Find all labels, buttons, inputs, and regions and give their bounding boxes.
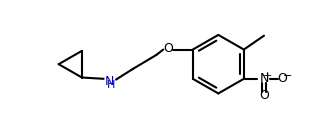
Text: +: + — [263, 71, 272, 81]
Text: O: O — [259, 89, 269, 102]
Text: −: − — [282, 71, 292, 81]
Text: O: O — [163, 42, 173, 55]
Text: N: N — [105, 75, 115, 88]
Text: H: H — [107, 80, 115, 90]
Text: N: N — [259, 72, 269, 85]
Text: O: O — [278, 72, 287, 85]
